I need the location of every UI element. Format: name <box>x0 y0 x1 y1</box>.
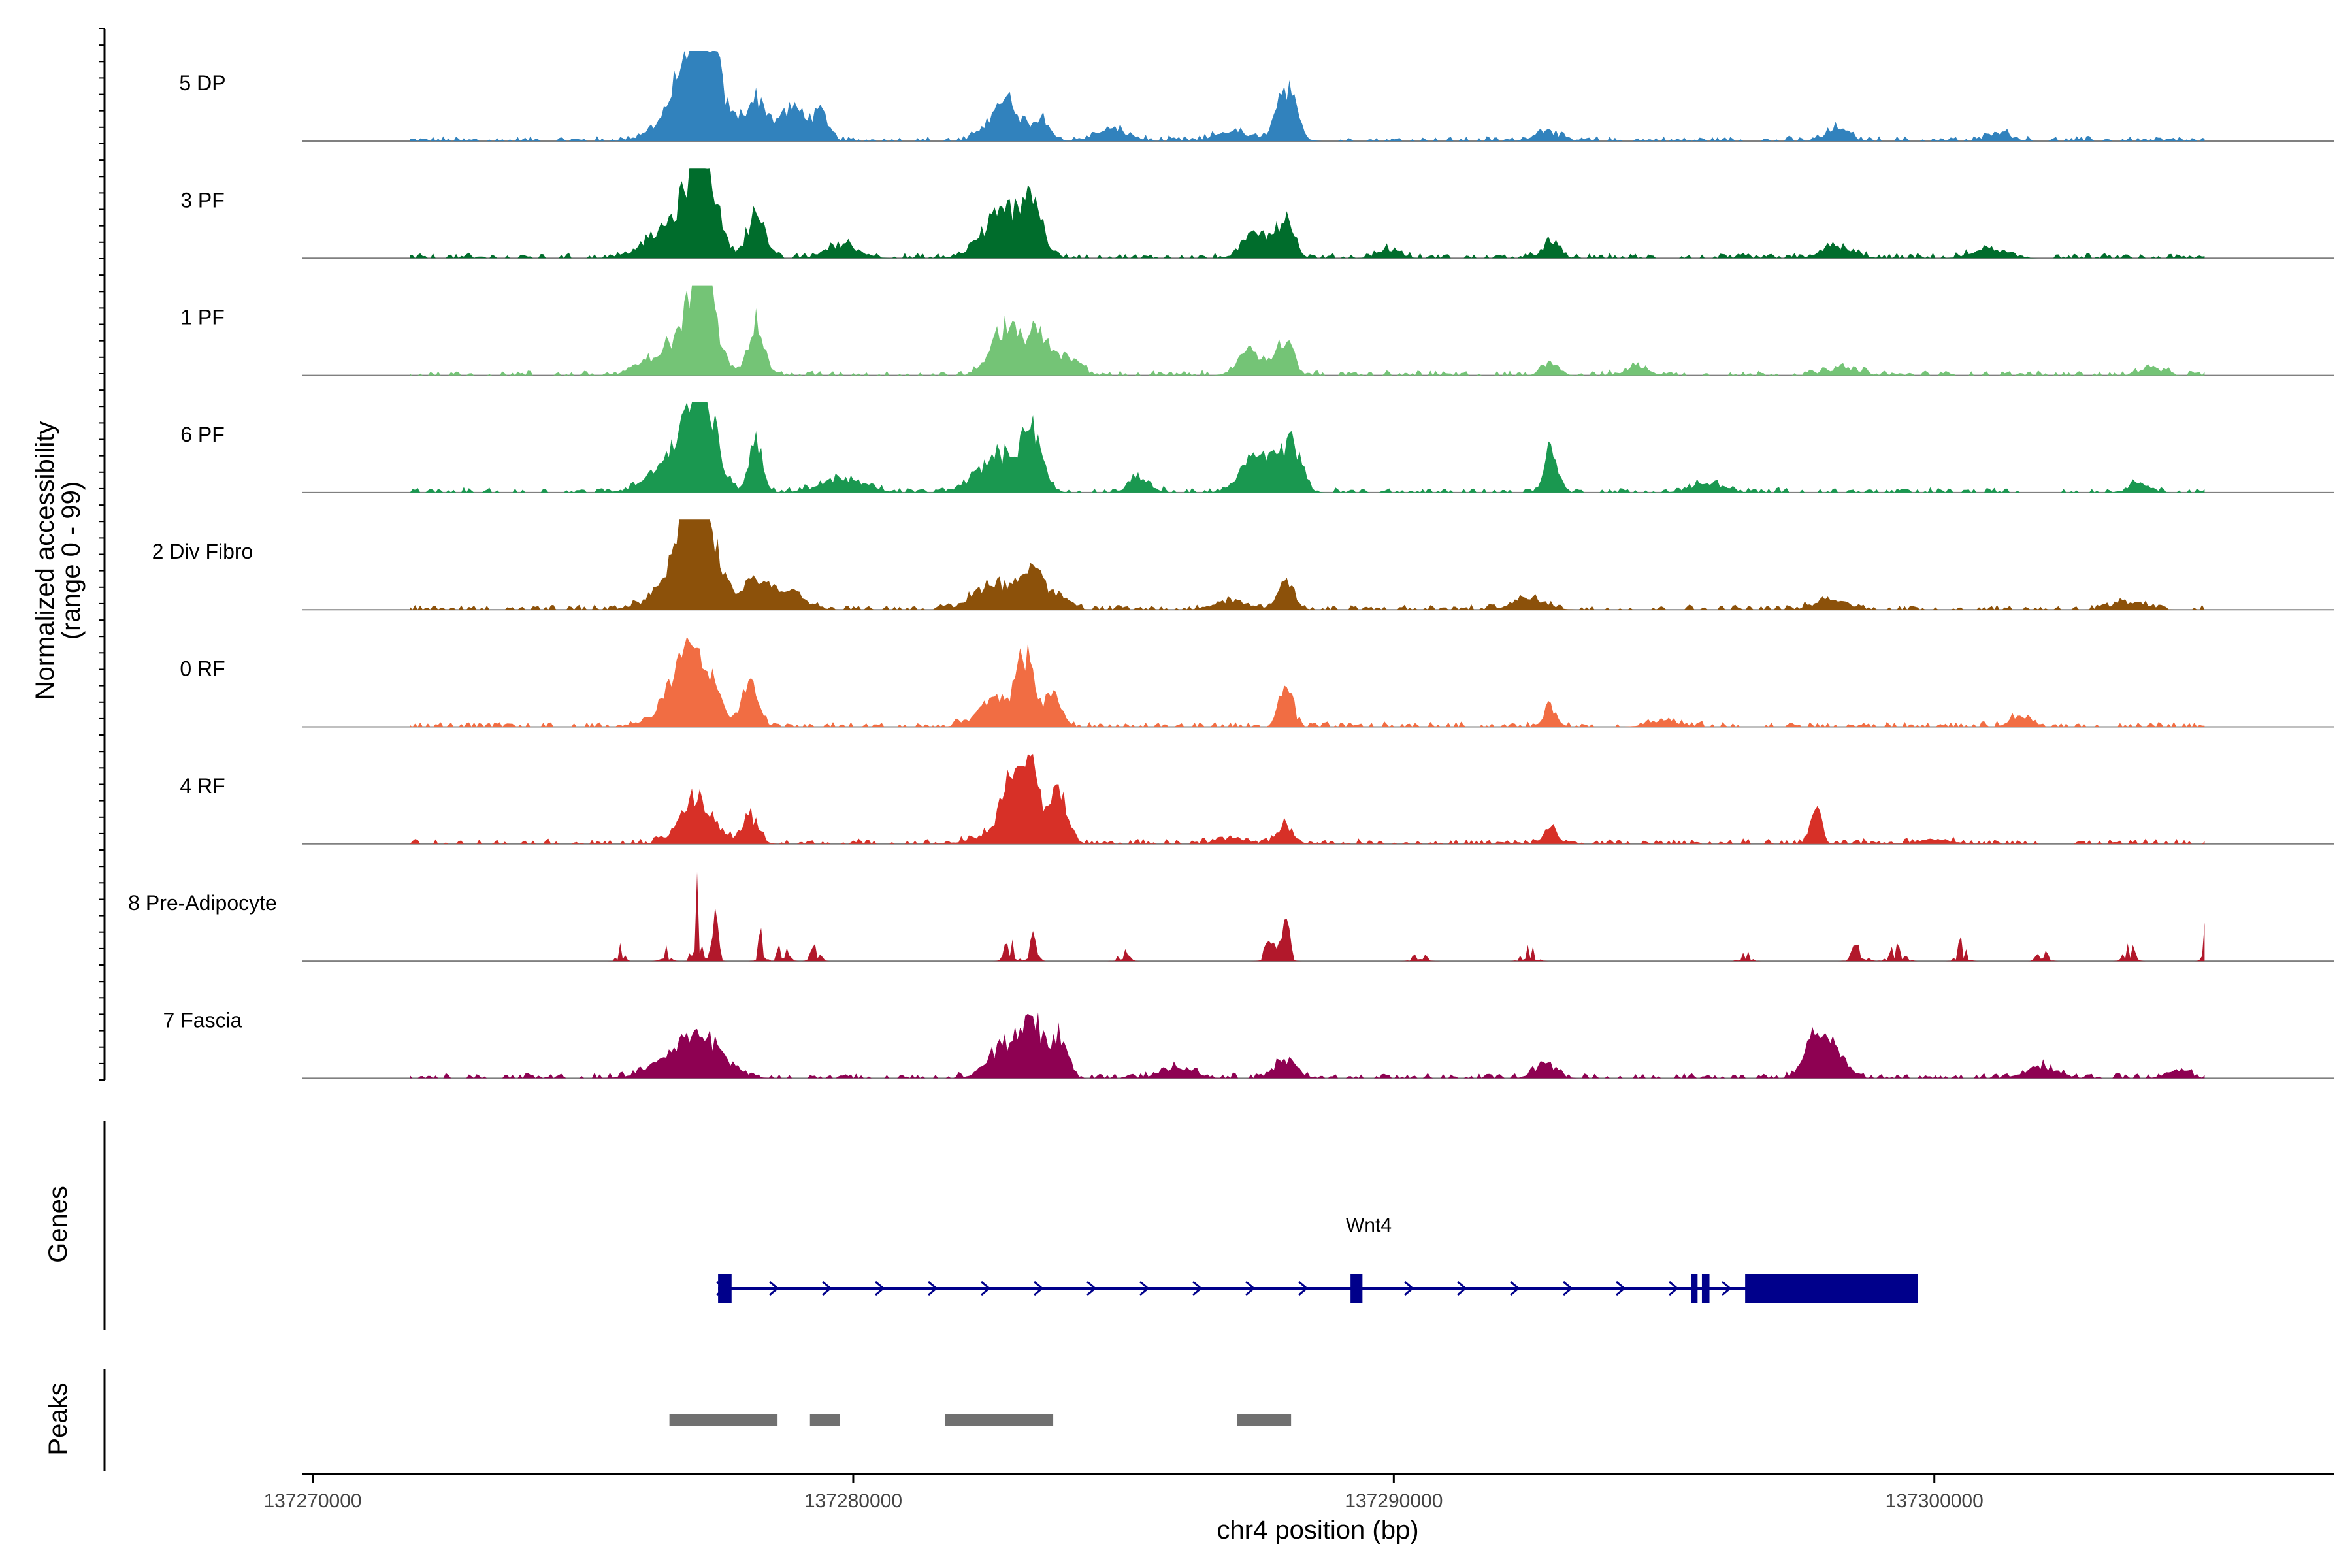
genes-axis-title: Genes <box>44 1186 73 1263</box>
x-tick-label: 137270000 <box>263 1490 361 1512</box>
gene-exon <box>1701 1274 1710 1303</box>
strand-arrow <box>1086 1281 1097 1296</box>
coverage-area-4 <box>410 519 2205 610</box>
coverage-track-2-div-fibro <box>302 519 2334 611</box>
track-label: 0 RF <box>180 657 225 681</box>
gene-exon <box>1350 1274 1363 1303</box>
strand-arrow <box>822 1281 832 1296</box>
strand-arrow <box>1616 1281 1626 1296</box>
gene-exon <box>1691 1274 1698 1303</box>
track-label: 7 Fascia <box>163 1008 242 1032</box>
gene-exon <box>718 1274 732 1303</box>
accessibility-axis <box>99 28 106 1081</box>
coverage-area-7 <box>410 872 2205 962</box>
coverage-area-5 <box>410 636 2205 727</box>
y-axis-title-line2: (range 0 - 99) <box>57 482 86 640</box>
strand-arrow <box>1298 1281 1309 1296</box>
peak-region <box>669 1414 778 1426</box>
strand-arrow <box>1510 1281 1520 1296</box>
coverage-track-1-pf <box>302 285 2334 376</box>
peaks-track <box>103 1369 1292 1471</box>
track-label: 4 RF <box>180 774 225 798</box>
strand-arrow <box>981 1281 991 1296</box>
x-axis-title: chr4 position (bp) <box>1217 1516 1418 1544</box>
strand-arrow <box>928 1281 938 1296</box>
coverage-area-0 <box>410 51 2205 141</box>
peak-region <box>809 1414 840 1426</box>
x-tick-label: 137300000 <box>1886 1490 1984 1512</box>
coverage-track-5-dp <box>302 51 2334 142</box>
track-label: 2 Div Fibro <box>152 540 253 563</box>
peaks-axis-title: Peaks <box>44 1382 73 1455</box>
gene-exon <box>1745 1274 1918 1303</box>
strand-arrow <box>769 1281 779 1296</box>
coverage-area-6 <box>410 753 2205 844</box>
strand-arrow <box>1192 1281 1203 1296</box>
coverage-track-8-pre-adipocyte <box>302 872 2334 962</box>
coverage-track-7-fascia <box>302 1012 2334 1079</box>
peak-region <box>1237 1414 1292 1426</box>
strand-arrow <box>1404 1281 1414 1296</box>
coverage-area-2 <box>410 285 2205 376</box>
track-label: 3 PF <box>180 188 225 212</box>
track-label: 6 PF <box>180 423 225 446</box>
strand-arrow <box>875 1281 885 1296</box>
coverage-area-3 <box>410 402 2205 493</box>
strand-arrow <box>1245 1281 1256 1296</box>
x-tick-label: 137280000 <box>804 1490 902 1512</box>
coverage-track-0-rf <box>302 636 2334 728</box>
gene-label: Wnt4 <box>1346 1215 1392 1236</box>
x-axis-ticks: 137270000 137280000 137290000 137300000 <box>263 1474 1984 1512</box>
coverage-tracks <box>302 51 2334 1079</box>
coverage-track-4-rf <box>302 753 2334 845</box>
track-label: 8 Pre-Adipocyte <box>128 891 277 915</box>
strand-arrow <box>1669 1281 1679 1296</box>
strand-arrow <box>1034 1281 1044 1296</box>
peak-region <box>945 1414 1054 1426</box>
track-label: 1 PF <box>180 306 225 329</box>
coverage-area-1 <box>410 168 2205 259</box>
strand-arrow <box>1139 1281 1150 1296</box>
y-axis-title-line1: Normalized accessibility <box>31 421 59 700</box>
gene-track <box>103 1121 1918 1330</box>
track-labels: 5 DP 3 PF 1 PF 6 PF 2 Div Fibro 0 RF 4 RF 8 Pre… <box>128 71 277 1032</box>
x-tick-label: 137290000 <box>1345 1490 1443 1512</box>
strand-arrow <box>1722 1281 1732 1296</box>
coverage-track-6-pf <box>302 402 2334 493</box>
track-label: 5 DP <box>179 71 225 95</box>
coverage-track-3-pf <box>302 168 2334 259</box>
strand-arrow <box>1563 1281 1573 1296</box>
strand-arrow <box>1457 1281 1467 1296</box>
coverage-area-8 <box>410 1012 2205 1079</box>
